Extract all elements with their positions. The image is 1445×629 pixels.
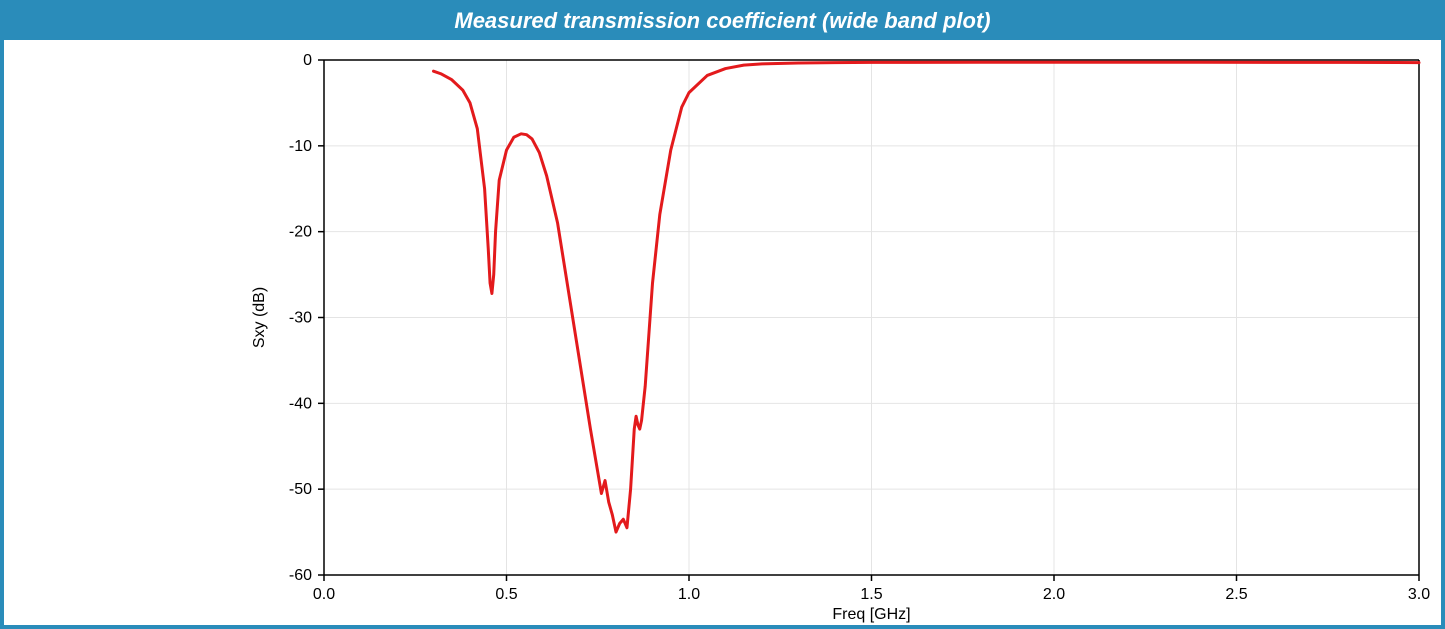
y-tick-label: -50	[289, 481, 312, 498]
x-tick-label: 2.0	[1043, 586, 1065, 603]
x-tick-label: 3.0	[1408, 586, 1430, 603]
x-axis-label: Freq [GHz]	[832, 606, 910, 623]
x-tick-label: 0.5	[495, 586, 517, 603]
y-tick-label: -40	[289, 395, 312, 412]
x-tick-label: 0.0	[313, 586, 335, 603]
y-tick-label: -30	[289, 310, 312, 327]
y-tick-label: -60	[289, 567, 312, 584]
x-tick-label: 1.0	[678, 586, 700, 603]
line-chart: 0.0 0.5 1.0 1.5 2.0 2.5 3.0 0 -10 -20 -30 -40 -50 -60…	[4, 40, 1441, 625]
plot-background	[4, 40, 1441, 625]
y-tick-label: -20	[289, 224, 312, 241]
y-tick-label: -10	[289, 138, 312, 155]
chart-panel: Measured transmission coefficient (wide …	[0, 0, 1445, 629]
x-tick-label: 2.5	[1225, 586, 1247, 603]
chart-area: 0.0 0.5 1.0 1.5 2.0 2.5 3.0 0 -10 -20 -30 -40 -50 -60…	[4, 40, 1441, 625]
panel-title: Measured transmission coefficient (wide …	[4, 4, 1441, 40]
x-tick-label: 1.5	[860, 586, 882, 603]
y-axis-label: Sxy (dB)	[251, 287, 268, 348]
y-tick-label: 0	[303, 52, 312, 69]
